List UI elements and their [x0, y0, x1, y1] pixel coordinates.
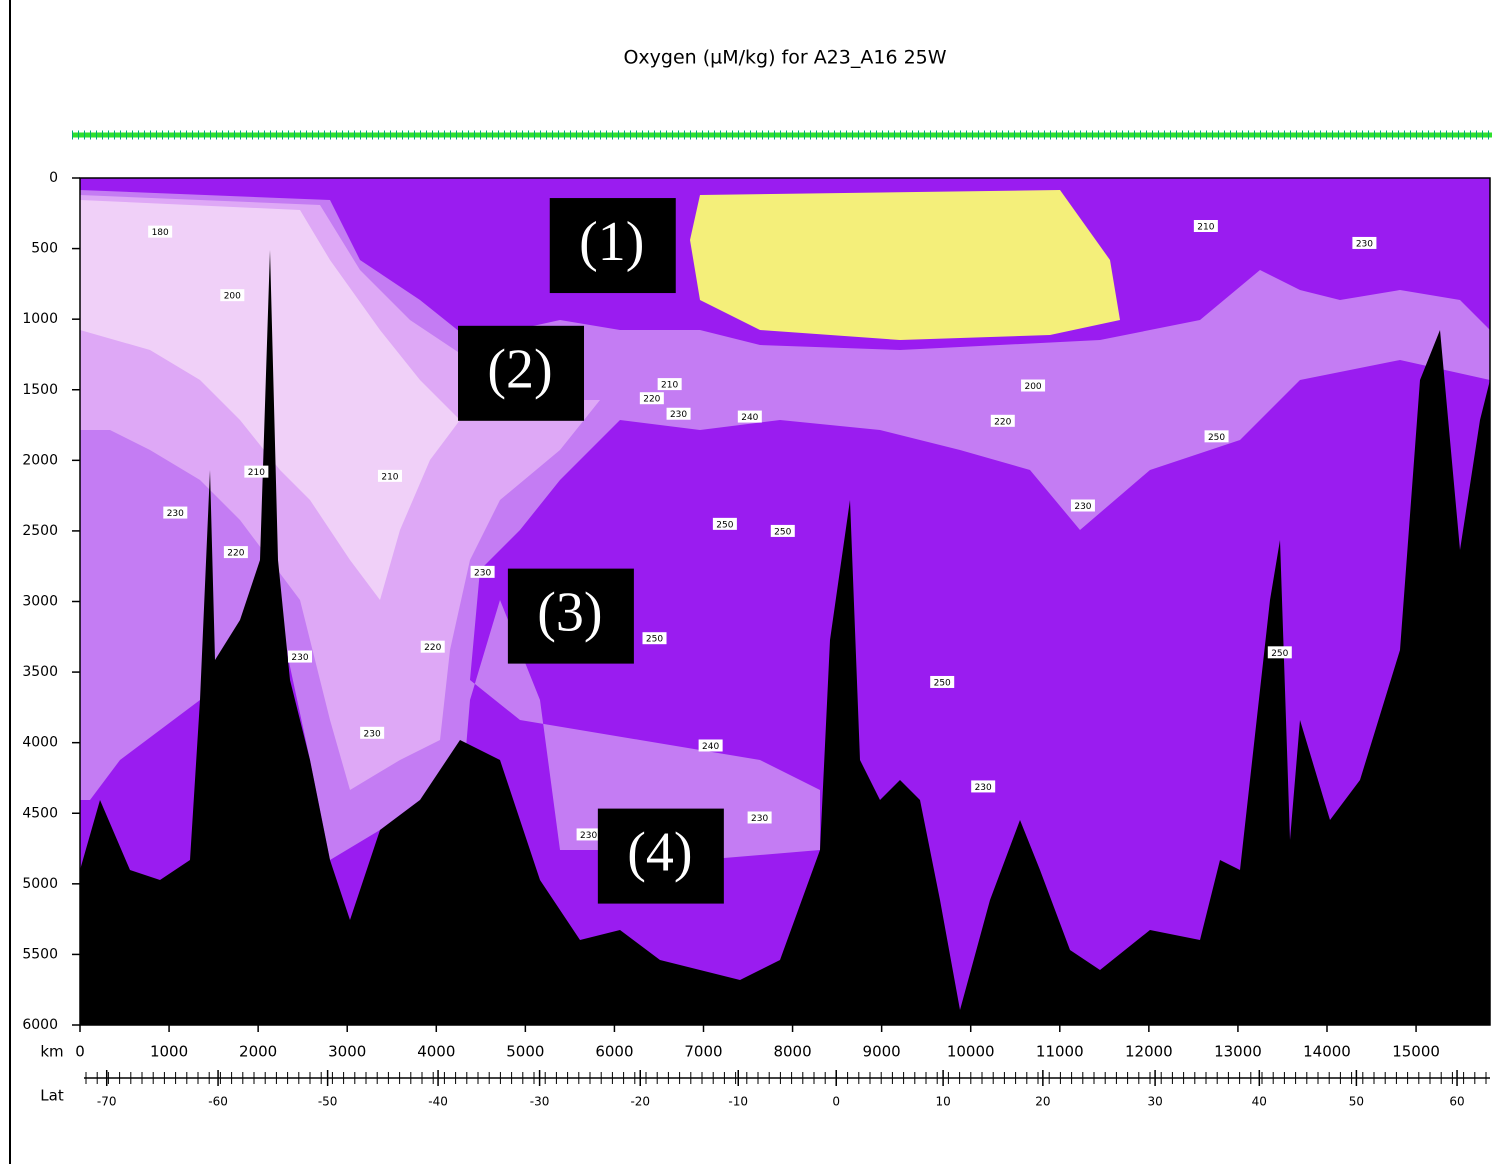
- contour-label: 210: [661, 381, 678, 391]
- lat-tick-label: -40: [428, 1095, 448, 1109]
- contour-label: 220: [994, 417, 1011, 427]
- x-axis-label: km: [40, 1043, 63, 1061]
- y-tick-label: 3000: [22, 594, 58, 610]
- x-tick-label: 6000: [595, 1043, 633, 1061]
- annotation: (2): [487, 339, 552, 401]
- contour-label: 240: [702, 742, 719, 752]
- x-tick-label: 15000: [1392, 1043, 1440, 1061]
- lat-tick-label: -10: [728, 1095, 748, 1109]
- lat-tick-label: -70: [97, 1095, 117, 1109]
- contour-label: 220: [424, 643, 441, 653]
- y-tick-label: 6000: [22, 1017, 58, 1033]
- annotation: (1): [579, 211, 644, 273]
- contour-label: 230: [1074, 502, 1091, 512]
- x-tick-label: 14000: [1303, 1043, 1351, 1061]
- contour-label: 250: [1208, 433, 1225, 443]
- y-tick-label: 2000: [22, 452, 58, 468]
- contour-label: 230: [670, 410, 687, 420]
- lat-tick-label: 20: [1035, 1095, 1050, 1109]
- contour-label: 240: [741, 413, 758, 423]
- chart: Oxygen (µM/kg) for A23_A16 25W km Lat 0 5…: [0, 0, 1511, 1164]
- lat-tick-label: -50: [318, 1095, 338, 1109]
- lat-tick-label: -20: [630, 1095, 650, 1109]
- y-tick-label: 2500: [22, 523, 58, 539]
- y-tick-label: 1500: [22, 382, 58, 398]
- x-tick-label: 13000: [1214, 1043, 1262, 1061]
- contour-label: 210: [248, 468, 265, 478]
- contour-label: 180: [152, 228, 169, 238]
- section-field: [80, 178, 1490, 1025]
- contour-label: 210: [381, 472, 398, 482]
- x-tick-label: 10000: [947, 1043, 995, 1061]
- lat-tick-label: 50: [1349, 1095, 1364, 1109]
- annotation: (4): [627, 821, 692, 883]
- contour-label: 230: [364, 729, 381, 739]
- annotation: (3): [537, 581, 602, 643]
- y-tick-label: 5000: [22, 876, 58, 892]
- contour-label: 200: [224, 292, 241, 302]
- y-tick-label: 1000: [22, 311, 58, 327]
- y-tick-label: 5500: [22, 946, 58, 962]
- contour-label: 220: [643, 395, 660, 405]
- contour-label: 230: [167, 509, 184, 519]
- contour-label: 230: [580, 831, 597, 841]
- x-tick-label: 11000: [1036, 1043, 1084, 1061]
- x-tick-label: 12000: [1125, 1043, 1173, 1061]
- y-tick-label: 4000: [22, 735, 58, 751]
- lat-tick-label: 40: [1252, 1095, 1267, 1109]
- x-tick-label: 5000: [506, 1043, 544, 1061]
- lat-tick-label: -30: [530, 1095, 550, 1109]
- chart-title: Oxygen (µM/kg) for A23_A16 25W: [623, 47, 946, 69]
- contour-label: 220: [227, 549, 244, 559]
- x-tick-label: 4000: [417, 1043, 455, 1061]
- x-tick-label: 8000: [773, 1043, 811, 1061]
- x-tick-label: 9000: [863, 1043, 901, 1061]
- lat-tick-label: 0: [832, 1095, 840, 1109]
- y-tick-label: 3500: [22, 664, 58, 680]
- contour-label: 230: [291, 653, 308, 663]
- x-tick-label: 1000: [150, 1043, 188, 1061]
- lat-tick-label: 30: [1147, 1095, 1162, 1109]
- lat-tick-label: -60: [208, 1095, 228, 1109]
- x-tick-label: 0: [75, 1043, 85, 1061]
- lat-axis-label: Lat: [40, 1087, 64, 1105]
- x-tick-label: 2000: [239, 1043, 277, 1061]
- contour-label: 230: [474, 568, 491, 578]
- contour-label: 210: [1197, 222, 1214, 232]
- x-tick-label: 7000: [684, 1043, 722, 1061]
- contour-label: 250: [774, 527, 791, 537]
- contour-label: 200: [1024, 382, 1041, 392]
- x-tick-label: 3000: [328, 1043, 366, 1061]
- contour-label: 250: [646, 635, 663, 645]
- contour-label: 250: [716, 520, 733, 530]
- contour-label: 250: [1271, 649, 1288, 659]
- lat-tick-label: 60: [1449, 1095, 1464, 1109]
- y-tick-label: 500: [31, 241, 58, 257]
- contour-label: 230: [975, 783, 992, 793]
- contour-label: 230: [1356, 239, 1373, 249]
- y-tick-label: 0: [49, 170, 58, 186]
- lat-tick-label: 10: [935, 1095, 950, 1109]
- contour-label: 230: [751, 814, 768, 824]
- contour-label: 250: [934, 678, 951, 688]
- y-tick-label: 4500: [22, 805, 58, 821]
